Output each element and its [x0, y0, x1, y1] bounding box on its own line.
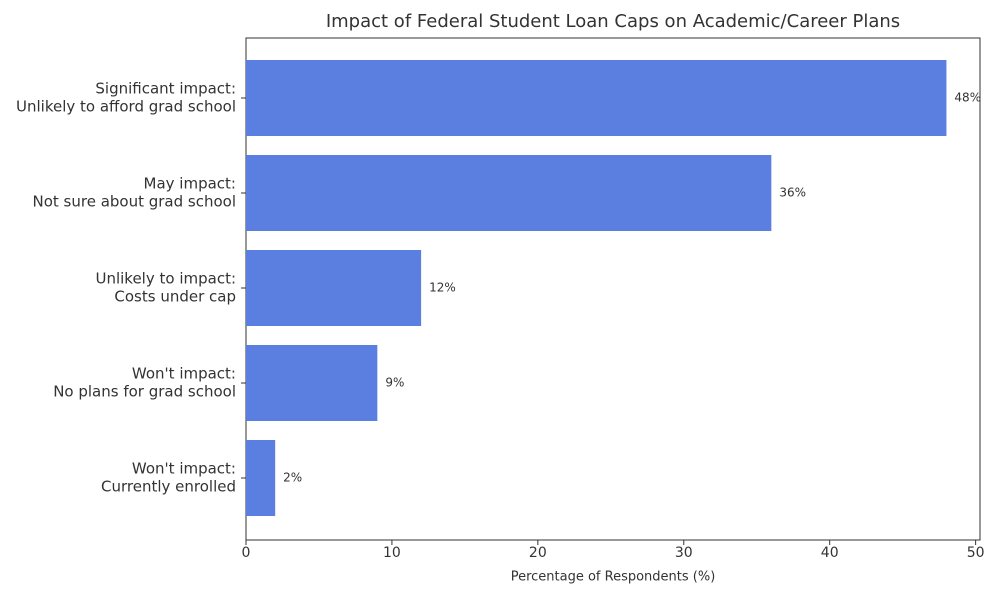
x-tick-label: 50 [967, 545, 985, 561]
bar [246, 440, 276, 516]
value-label: 36% [779, 186, 806, 200]
y-tick-label: No plans for grad school [53, 383, 236, 401]
x-axis-label: Percentage of Respondents (%) [511, 570, 716, 585]
y-tick-label: Won't impact: [132, 365, 236, 383]
x-tick-label: 40 [821, 545, 839, 561]
x-tick-label: 30 [675, 545, 693, 561]
y-tick-label: Currently enrolled [101, 478, 236, 496]
chart-title: Impact of Federal Student Loan Caps on A… [326, 11, 900, 32]
bar [246, 250, 422, 326]
x-tick-label: 20 [529, 545, 547, 561]
y-tick-label: Costs under cap [114, 288, 236, 306]
value-label: 48% [954, 91, 981, 105]
x-tick-label: 10 [383, 545, 401, 561]
y-tick-label: Unlikely to impact: [95, 270, 236, 288]
y-tick-label: Significant impact: [95, 80, 236, 98]
y-tick-label: Unlikely to afford grad school [16, 98, 236, 116]
bar [246, 155, 772, 231]
bar [246, 345, 378, 421]
y-tick-label: Won't impact: [132, 460, 236, 478]
y-tick-label: May impact: [144, 175, 236, 193]
y-tick-label: Not sure about grad school [32, 193, 236, 211]
value-label: 12% [429, 281, 456, 295]
value-label: 2% [283, 471, 302, 485]
value-label: 9% [385, 376, 404, 390]
bar [246, 60, 947, 136]
x-tick-label: 0 [242, 545, 251, 561]
